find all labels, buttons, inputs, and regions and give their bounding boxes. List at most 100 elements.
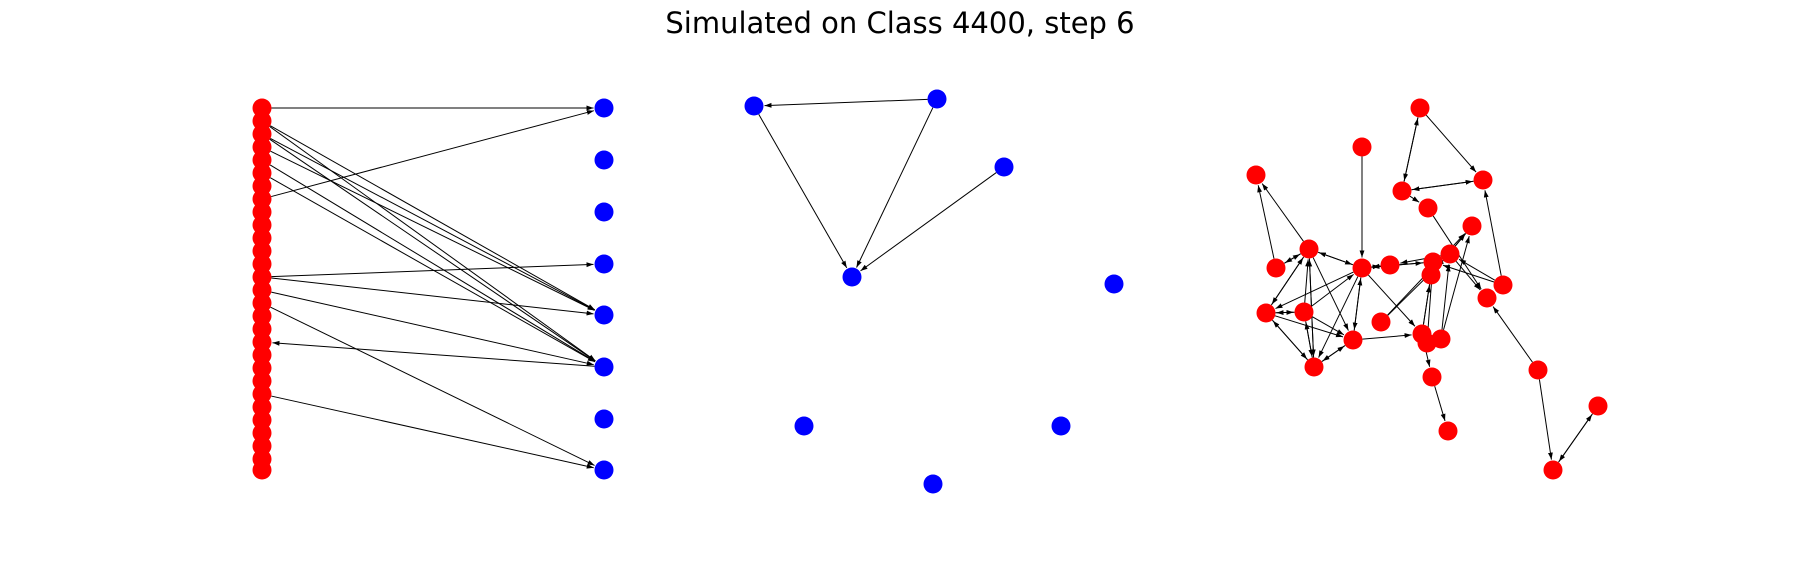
- edge-N14-N2: [1483, 190, 1502, 276]
- node-N23: [1304, 357, 1324, 377]
- edge-N7-N20: [1312, 257, 1349, 331]
- node-N24: [1422, 367, 1442, 387]
- node-N10: [1352, 258, 1372, 278]
- node-L2: [252, 124, 272, 144]
- edge-N19-N13: [1422, 285, 1431, 325]
- node-N13: [1421, 265, 1441, 285]
- edge-L13-R3: [271, 262, 594, 278]
- node-L6: [252, 176, 272, 196]
- node-L26: [252, 436, 272, 456]
- figure-title: Simulated on Class 4400, step 6: [665, 6, 1135, 40]
- node-N17: [1294, 302, 1314, 322]
- edge-B2-B3: [860, 172, 997, 272]
- edge-N22-N8: [1441, 264, 1451, 330]
- node-L3: [252, 137, 272, 157]
- node-N1: [1352, 137, 1372, 157]
- edge-N10-N20: [1352, 277, 1362, 330]
- node-R0: [594, 98, 614, 118]
- edge-L2-R4: [270, 138, 595, 311]
- edge-N17-N10: [1311, 273, 1354, 307]
- node-B4: [1104, 274, 1124, 294]
- node-L13: [252, 267, 272, 287]
- node-L25: [252, 423, 272, 443]
- edge-N20-N23: [1322, 344, 1346, 362]
- edge-N4-N0: [1403, 118, 1419, 182]
- node-B2: [994, 157, 1014, 177]
- edge-N23-N16: [1272, 320, 1309, 361]
- node-R3: [594, 254, 614, 274]
- edge-B0-B3: [758, 113, 848, 269]
- node-L14: [252, 280, 272, 300]
- node-N27: [1438, 421, 1458, 441]
- edge-N7-N3: [1261, 183, 1304, 242]
- node-B0: [744, 96, 764, 116]
- node-N18: [1371, 312, 1391, 332]
- edge-N17-N7: [1304, 259, 1311, 303]
- node-L9: [252, 215, 272, 235]
- node-N22: [1431, 329, 1451, 349]
- edge-N17-N20: [1312, 316, 1345, 336]
- bipartite-graph-panel: [252, 98, 614, 480]
- edge-N10-N7: [1318, 252, 1354, 266]
- edge-N14-N8: [1458, 258, 1496, 281]
- node-L8: [252, 202, 272, 222]
- node-L11: [252, 241, 272, 261]
- edge-L3-R4: [270, 150, 595, 311]
- edge-N25-N15: [1492, 306, 1533, 363]
- edge-N4-N5: [1409, 195, 1420, 203]
- node-N25: [1528, 360, 1548, 380]
- node-R7: [594, 460, 614, 480]
- edge-L14-R5: [271, 291, 594, 366]
- edge-N9-N3: [1257, 185, 1275, 259]
- node-N2: [1473, 170, 1493, 190]
- node-L10: [252, 228, 272, 248]
- edge-B1-B3: [856, 107, 934, 268]
- edge-N26-N28: [1558, 413, 1593, 462]
- node-N15: [1477, 288, 1497, 308]
- edge-N10-N16: [1275, 271, 1354, 309]
- node-L28: [252, 460, 272, 480]
- red-graph-panel: [1246, 98, 1608, 480]
- node-N0: [1410, 98, 1430, 118]
- node-L5: [252, 163, 272, 183]
- node-B7: [923, 474, 943, 494]
- node-N14: [1493, 275, 1513, 295]
- edge-L7-R0: [271, 110, 594, 198]
- node-N9: [1266, 258, 1286, 278]
- edge-N10-N19: [1368, 274, 1416, 327]
- node-L20: [252, 358, 272, 378]
- node-L17: [252, 319, 272, 339]
- node-B5: [794, 416, 814, 436]
- node-L19: [252, 345, 272, 365]
- node-R6: [594, 409, 614, 429]
- node-L24: [252, 410, 272, 430]
- edge-N8-N15: [1455, 260, 1481, 291]
- node-N3: [1246, 165, 1266, 185]
- edge-N16-N7: [1270, 257, 1304, 306]
- edge-N23-N17: [1304, 322, 1313, 358]
- node-N26: [1588, 396, 1608, 416]
- node-N7: [1299, 239, 1319, 259]
- node-R1: [594, 150, 614, 170]
- edge-L15-R7: [270, 306, 595, 466]
- edge-L22-R7: [271, 395, 594, 469]
- edge-N14-N12: [1442, 264, 1495, 283]
- node-L0: [252, 98, 272, 118]
- edge-N24-N27: [1434, 385, 1446, 422]
- node-L18: [252, 332, 272, 352]
- edge-L13-R4: [271, 277, 594, 316]
- node-R2: [594, 202, 614, 222]
- node-B1: [927, 89, 947, 109]
- edge-L4-R5: [269, 164, 596, 362]
- node-N5: [1418, 198, 1438, 218]
- edge-L1-R5: [269, 126, 596, 362]
- node-N28: [1543, 460, 1563, 480]
- node-N6: [1462, 216, 1482, 236]
- edge-N2-N4: [1412, 180, 1474, 192]
- edge-R5-L18: [272, 340, 595, 367]
- node-B3: [842, 267, 862, 287]
- node-L16: [252, 306, 272, 326]
- node-R5: [594, 357, 614, 377]
- edge-B1-B0: [764, 98, 928, 108]
